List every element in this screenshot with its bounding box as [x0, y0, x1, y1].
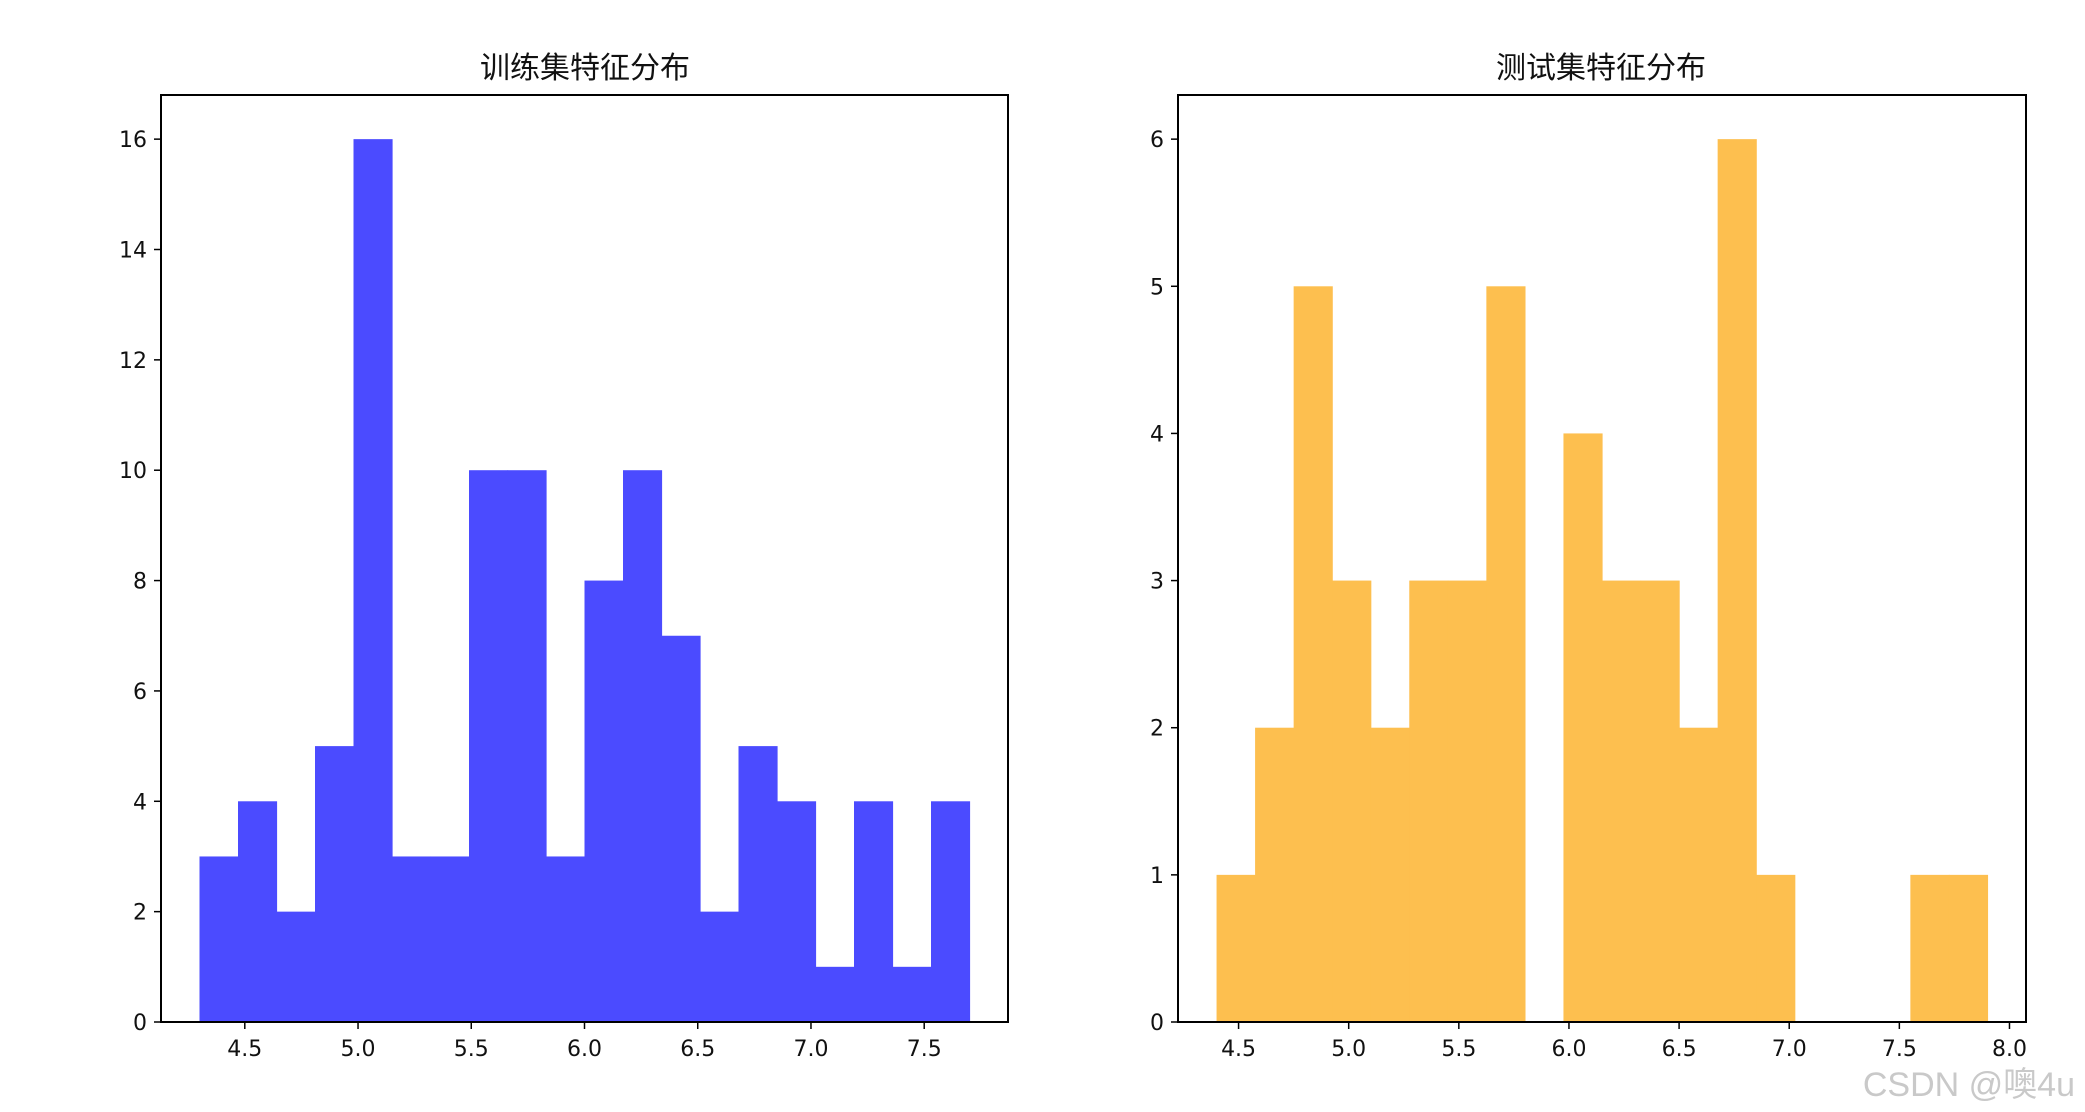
csdn-watermark: CSDN @噢4u — [1862, 1066, 2075, 1104]
train-x-tick-label-4: 6.5 — [680, 1037, 715, 1062]
test-bar-3 — [1332, 580, 1372, 1022]
train-y-tick-label-1: 2 — [133, 901, 147, 926]
train-bar-7 — [469, 470, 509, 1023]
train-bar-18 — [892, 966, 932, 1022]
test-bar-12 — [1679, 727, 1719, 1022]
train-x-tick-label-3: 6.0 — [567, 1037, 602, 1062]
train-bar-0 — [199, 856, 239, 1022]
train-plot-frame — [160, 94, 1009, 1023]
test-bars — [1216, 139, 1989, 1022]
test-x-tick-label-5: 7.0 — [1772, 1037, 1807, 1062]
train-y-tick-label-6: 12 — [119, 349, 147, 374]
train-y-tick-label-2: 4 — [133, 790, 147, 815]
train-x-tick-label-0: 4.5 — [227, 1037, 262, 1062]
train-bar-10 — [584, 580, 624, 1022]
train-x-tick-label-2: 5.5 — [454, 1037, 489, 1062]
test-x-tick-label-3: 6.0 — [1551, 1037, 1586, 1062]
test-bar-18 — [1910, 874, 1950, 1022]
test-y-tick-label-5: 5 — [1150, 275, 1164, 300]
train-y-tick-label-3: 6 — [133, 680, 147, 705]
train-x-tick-label-1: 5.0 — [341, 1037, 376, 1062]
test-x-tick-label-4: 6.5 — [1662, 1037, 1697, 1062]
train-x-axis: 4.5 5.0 5.5 6.0 6.5 7.0 7.5 — [227, 1022, 942, 1062]
test-bar-7 — [1486, 286, 1526, 1022]
test-y-tick-label-0: 0 — [1150, 1011, 1164, 1036]
test-x-tick-label-7: 8.0 — [1992, 1037, 2027, 1062]
test-bar-4 — [1370, 727, 1410, 1022]
test-bar-5 — [1409, 580, 1449, 1022]
train-y-tick-label-4: 8 — [133, 570, 147, 595]
train-chart-title: 训练集特征分布 — [480, 51, 690, 86]
train-bar-19 — [931, 801, 971, 1022]
train-bar-2 — [276, 911, 316, 1022]
test-bar-6 — [1447, 580, 1487, 1022]
test-x-tick-label-0: 4.5 — [1221, 1037, 1256, 1062]
test-plot-frame — [1177, 94, 2027, 1023]
train-y-tick-label-8: 16 — [119, 128, 147, 153]
train-feature-histogram: 训练集特征分布 4.5 5.0 5.5 6.0 6.5 7.0 7.5 0 2 4 6 8 10 12 1… — [119, 51, 1009, 1062]
test-bar-13 — [1717, 139, 1757, 1022]
test-bar-2 — [1293, 286, 1333, 1022]
test-x-tick-label-1: 5.0 — [1331, 1037, 1366, 1062]
test-x-tick-label-6: 7.5 — [1882, 1037, 1917, 1062]
train-bar-17 — [854, 801, 894, 1022]
train-bar-8 — [507, 470, 547, 1023]
train-bar-11 — [623, 470, 663, 1023]
test-bar-1 — [1255, 727, 1295, 1022]
train-bar-3 — [315, 746, 355, 1022]
train-bar-14 — [738, 746, 778, 1022]
train-y-tick-label-0: 0 — [133, 1011, 147, 1036]
train-x-tick-label-5: 7.0 — [793, 1037, 828, 1062]
test-bar-14 — [1756, 874, 1796, 1022]
test-bar-9 — [1563, 433, 1603, 1022]
train-bar-1 — [238, 801, 278, 1022]
test-y-tick-label-2: 2 — [1150, 717, 1164, 742]
test-bar-11 — [1640, 580, 1680, 1022]
test-chart-title: 测试集特征分布 — [1496, 51, 1706, 86]
test-y-tick-label-3: 3 — [1150, 570, 1164, 595]
train-bar-15 — [777, 801, 817, 1022]
train-x-tick-label-6: 7.5 — [907, 1037, 942, 1062]
test-bar-19 — [1948, 874, 1989, 1022]
train-bar-5 — [392, 856, 432, 1022]
test-bar-10 — [1602, 580, 1642, 1022]
test-y-tick-label-4: 4 — [1150, 422, 1164, 447]
train-bar-4 — [353, 139, 393, 1022]
train-y-axis: 0 2 4 6 8 10 12 14 16 — [119, 128, 161, 1036]
train-bars — [199, 139, 971, 1023]
test-y-tick-label-1: 1 — [1150, 864, 1164, 889]
test-bar-0 — [1216, 874, 1256, 1022]
train-bar-13 — [700, 911, 740, 1022]
train-bar-9 — [546, 856, 586, 1022]
test-x-axis: 4.5 5.0 5.5 6.0 6.5 7.0 7.5 8.0 — [1221, 1022, 2027, 1062]
train-bar-12 — [661, 635, 701, 1022]
test-y-tick-label-6: 6 — [1150, 128, 1164, 153]
test-x-tick-label-2: 5.5 — [1441, 1037, 1476, 1062]
train-y-tick-label-7: 14 — [119, 239, 147, 264]
test-feature-histogram: 测试集特征分布 4.5 5.0 5.5 6.0 6.5 7.0 7.5 8.0 0 1 2 3 4 5 6 — [1150, 51, 2027, 1062]
train-bar-16 — [815, 966, 855, 1022]
test-y-axis: 0 1 2 3 4 5 6 — [1150, 128, 1178, 1036]
train-y-tick-label-5: 10 — [119, 459, 147, 484]
train-bar-6 — [430, 856, 470, 1022]
